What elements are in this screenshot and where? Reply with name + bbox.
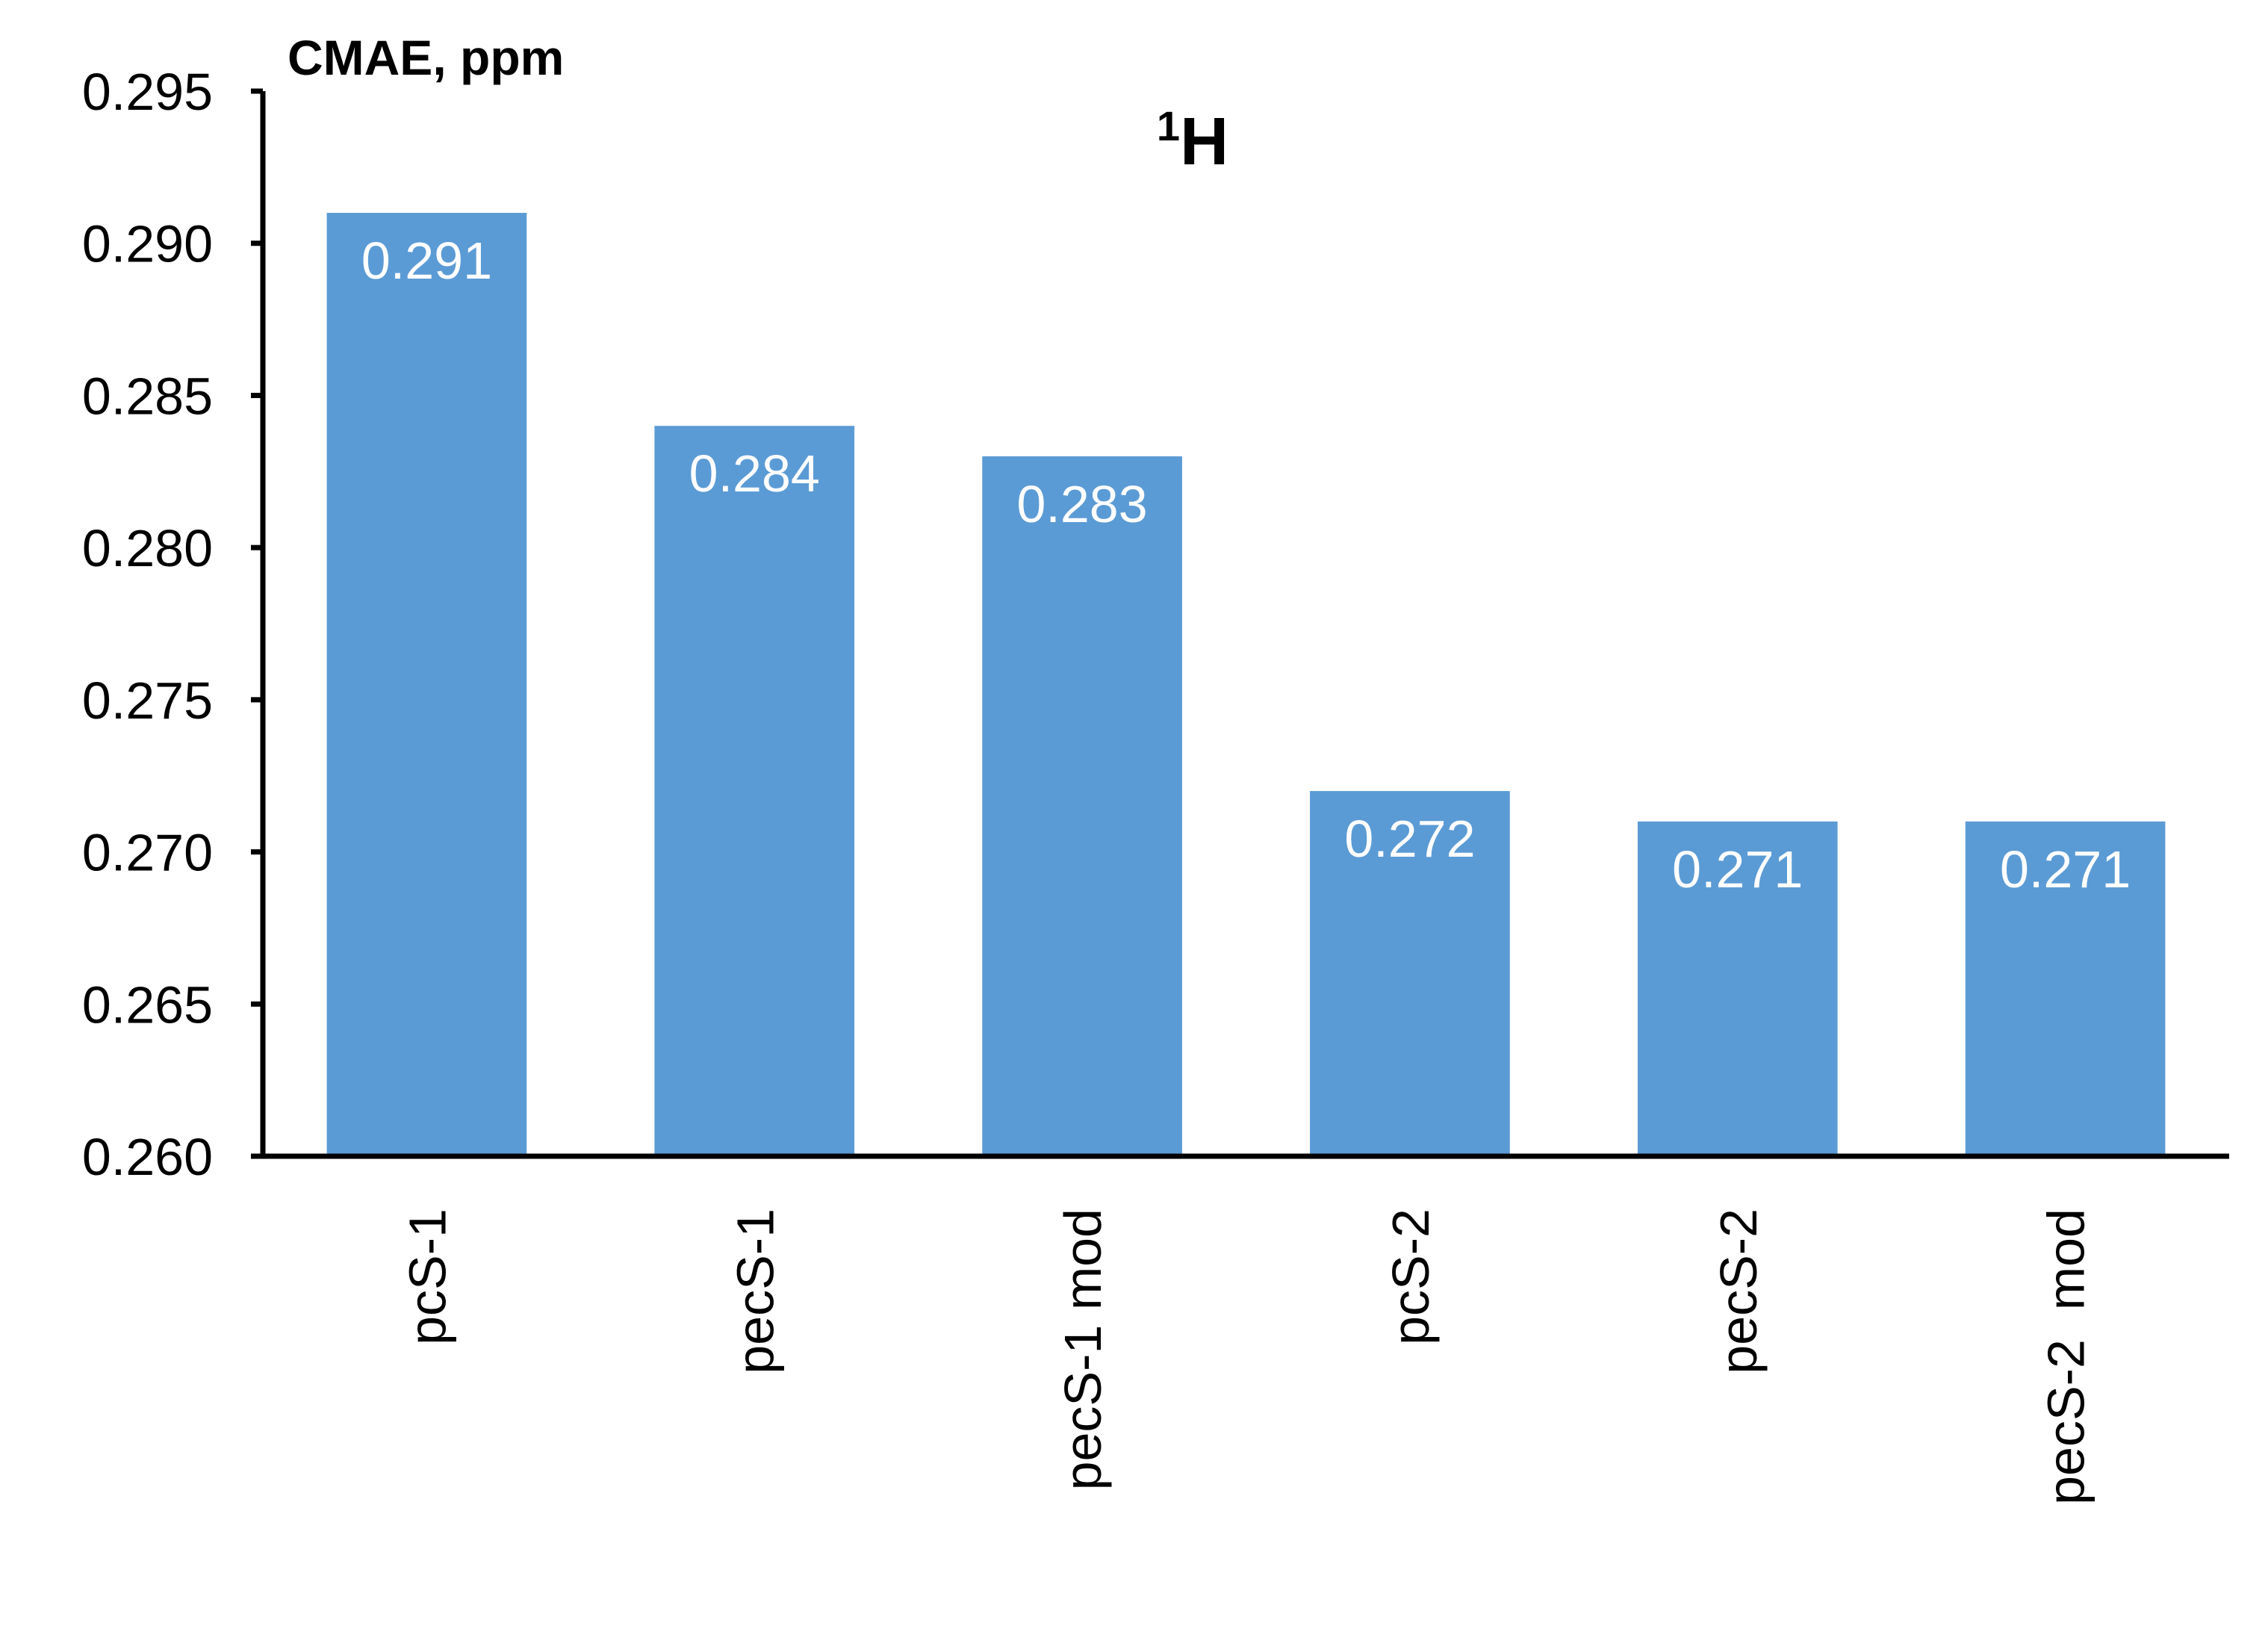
- x-tick-label: pcS-1: [398, 1209, 456, 1345]
- y-tick-label: 0.285: [82, 367, 213, 425]
- chart-title-superscript: 1: [1157, 102, 1180, 149]
- bar-pecS-1: [654, 426, 855, 1156]
- y-tick-label: 0.280: [82, 519, 213, 577]
- data-label: 0.283: [1016, 475, 1147, 533]
- bar-pecS-2-mod: [1965, 821, 2166, 1156]
- x-tick-label: pecS-2 mod: [2037, 1209, 2095, 1505]
- data-label: 0.291: [361, 232, 492, 290]
- x-tick-label: pecS-1 mod: [1054, 1209, 1112, 1490]
- y-tick-label: 0.275: [82, 671, 213, 730]
- y-tick-label: 0.265: [82, 975, 213, 1034]
- data-label: 0.284: [689, 444, 820, 503]
- y-ticks-group: 0.260 0.265 0.270 0.275 0.280 0.285 0.290 0.295: [82, 63, 263, 1186]
- y-tick-label: 0.295: [82, 63, 213, 121]
- chart-title-main: H: [1180, 105, 1228, 179]
- y-axis-label: CMAE, ppm: [288, 30, 564, 85]
- data-label: 0.271: [2000, 840, 2131, 899]
- x-labels-group: pcS-1 pecS-1 pecS-1 mod pcS-2 pecS-2 pecS-2 m…: [398, 1209, 2095, 1505]
- data-label: 0.271: [1672, 840, 1803, 899]
- y-tick-label: 0.260: [82, 1128, 213, 1186]
- x-tick-label: pecS-1: [726, 1209, 784, 1374]
- data-label: 0.272: [1344, 810, 1475, 868]
- chart-title: 1H: [1157, 102, 1228, 179]
- axes-group: [254, 91, 2229, 1159]
- bar-pecS-1-mod: [982, 456, 1182, 1156]
- x-tick-label: pecS-2: [1709, 1209, 1768, 1374]
- y-tick-label: 0.270: [82, 824, 213, 882]
- x-tick-label: pcS-2: [1382, 1209, 1440, 1345]
- bar-pcS-1: [326, 212, 527, 1156]
- bars-group: [326, 212, 2166, 1156]
- bar-pcS-2: [1310, 791, 1510, 1156]
- y-tick-label: 0.290: [82, 215, 213, 273]
- bar-pecS-2: [1637, 821, 1838, 1156]
- data-labels-group: 0.291 0.284 0.283 0.272 0.271 0.271: [361, 232, 2131, 899]
